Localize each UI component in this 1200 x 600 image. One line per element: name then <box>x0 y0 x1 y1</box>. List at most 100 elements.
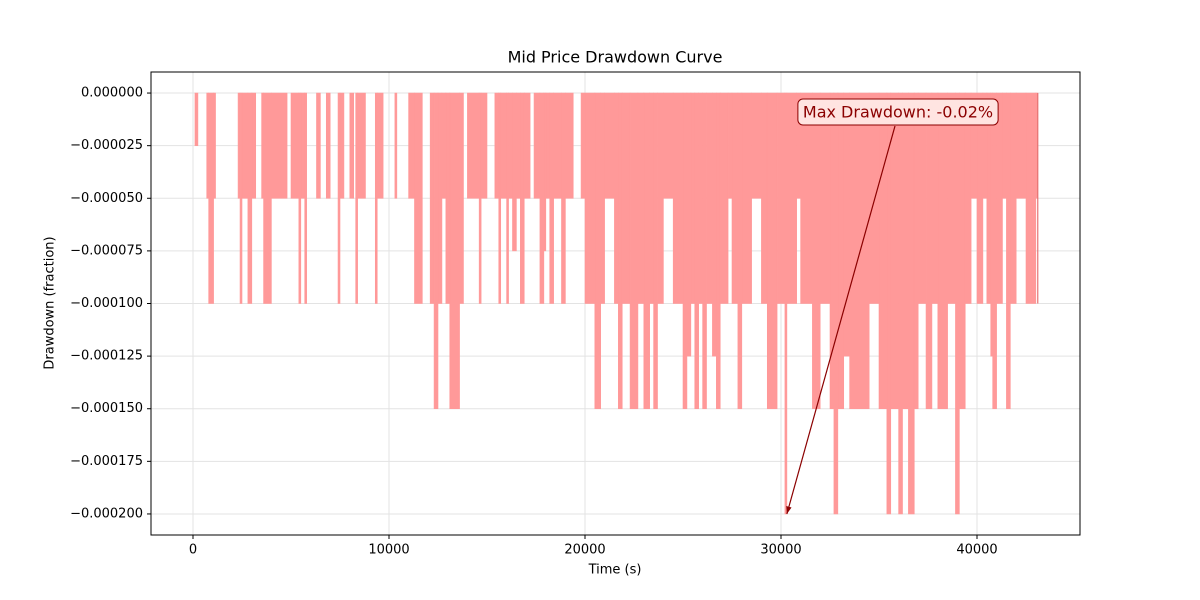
y-tick-label: 0.000000 <box>81 86 143 101</box>
area-segment <box>731 92 739 304</box>
y-tick-label: −0.000200 <box>70 506 143 521</box>
area-segment <box>719 92 729 304</box>
area-segment <box>637 92 645 304</box>
y-axis-label: Drawdown (fraction) <box>43 236 58 369</box>
area-segment <box>913 92 919 410</box>
area-segment <box>349 92 355 199</box>
area-segment <box>441 92 447 199</box>
area-segment <box>761 92 768 304</box>
area-segment <box>751 92 762 199</box>
area-segment <box>604 92 615 199</box>
area-segment <box>663 92 674 199</box>
area-segment <box>829 92 835 410</box>
ticks: 0 10000 20000 30000 40000 0.000000 −0.000025 −0… <box>70 86 998 558</box>
x-tick-label: 30000 <box>760 543 801 558</box>
area-segment <box>629 92 639 410</box>
area-segment <box>394 92 398 199</box>
area-segment <box>339 92 345 199</box>
area-segment <box>737 92 743 410</box>
annotation-text: Max Drawdown: -0.02% <box>803 103 993 122</box>
x-tick-label: 20000 <box>564 543 605 558</box>
area-segment <box>213 92 216 199</box>
area-segment <box>702 92 707 410</box>
area-segment <box>251 92 257 199</box>
area-segment <box>539 92 545 304</box>
area-segment <box>1006 92 1011 410</box>
area-segment <box>902 92 909 410</box>
area-segment <box>886 92 892 515</box>
area-segment <box>600 92 605 304</box>
area-segment <box>812 92 821 410</box>
area-segment <box>955 92 960 515</box>
y-tick-label: −0.000025 <box>70 138 143 153</box>
area-segment <box>766 92 778 410</box>
area-segment <box>516 92 521 199</box>
area-segment <box>672 92 684 304</box>
area-segment <box>727 92 733 199</box>
area-segment <box>621 92 631 304</box>
area-segment <box>694 92 699 410</box>
area-segment <box>429 92 435 304</box>
area-segment <box>657 92 664 304</box>
x-tick-label: 0 <box>189 543 197 558</box>
area-segment <box>304 92 307 304</box>
area-segment <box>698 92 703 304</box>
area-segment <box>290 92 300 199</box>
area-segment <box>408 92 415 199</box>
area-segment <box>937 92 948 410</box>
plot-frame <box>150 71 1081 536</box>
area-segment <box>241 92 249 199</box>
area-segment <box>271 92 288 199</box>
area-segment <box>247 92 253 304</box>
area-segment <box>433 92 439 410</box>
x-axis-label: Time (s) <box>588 563 642 578</box>
area-segment <box>690 92 696 304</box>
area-segment <box>1015 92 1027 199</box>
area-segment <box>898 92 903 515</box>
y-tick-label: −0.000175 <box>70 454 143 469</box>
area-segment <box>523 92 531 199</box>
area-segment <box>194 92 199 146</box>
area-segment <box>594 92 601 410</box>
area-segment <box>561 92 566 304</box>
area-segment <box>908 92 915 515</box>
y-tick-label: −0.000050 <box>70 191 143 206</box>
area-segment <box>712 92 717 357</box>
area-segment <box>520 92 525 304</box>
area-segment <box>437 92 443 304</box>
area-segment <box>325 92 331 199</box>
y-tick-label: −0.000100 <box>70 296 143 311</box>
area-segment <box>878 92 888 410</box>
y-tick-label: −0.000075 <box>70 243 143 258</box>
annotation-arrowhead <box>786 505 792 514</box>
area-segment <box>706 92 713 304</box>
area-segment <box>643 92 650 410</box>
area-segment <box>786 92 797 304</box>
area-segment <box>716 92 721 410</box>
area-segment <box>300 92 306 199</box>
area-segment <box>837 92 845 410</box>
area-segment <box>996 92 1003 304</box>
area-segment <box>553 92 562 199</box>
plot-area <box>194 92 1039 515</box>
area-segment <box>316 92 321 199</box>
area-segment <box>376 92 384 199</box>
y-tick-label: −0.000150 <box>70 401 143 416</box>
area-segment <box>584 92 596 304</box>
annotation-arrow <box>786 125 896 515</box>
area-segment <box>459 92 464 304</box>
y-tick-label: −0.000125 <box>70 349 143 364</box>
area-segment <box>533 92 541 199</box>
x-tick-label: 10000 <box>368 543 409 558</box>
area-segment <box>357 92 366 199</box>
area-segment <box>741 92 752 304</box>
area-segment <box>959 92 966 410</box>
area-segment <box>849 92 870 410</box>
area-segment <box>776 92 786 304</box>
area-segment <box>833 92 839 515</box>
area-segment <box>549 92 554 304</box>
area-segment <box>580 92 586 199</box>
area-segment <box>682 92 688 410</box>
area-segment <box>449 92 460 410</box>
area-segment <box>500 92 507 199</box>
